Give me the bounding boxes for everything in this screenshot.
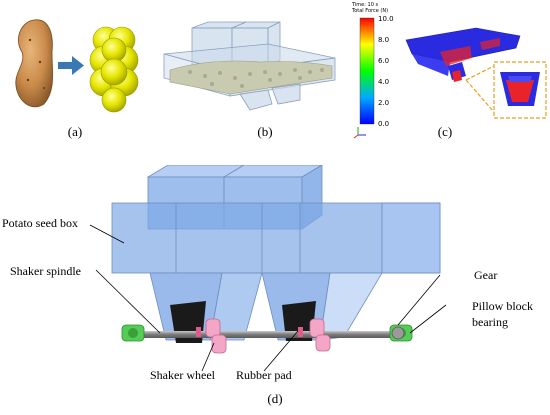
colour-scale-bar (359, 17, 375, 125)
caption-c: (c) (437, 124, 453, 139)
time-label: Time: 10 s (352, 2, 379, 8)
legend-title: Total Force (N) (352, 8, 389, 14)
label-shaker-wheel: Shaker wheel (150, 368, 215, 382)
scale-tick-2: 6.0 (378, 57, 390, 65)
shaker-wheel-2 (309, 318, 331, 352)
caption-a: (a) (67, 124, 83, 139)
scale-tick-1: 8.0 (378, 36, 390, 44)
zoom-callout (465, 61, 547, 119)
shaker-wheel-1 (205, 318, 227, 354)
panel-a: (a) (0, 0, 150, 150)
panel-c-graphic (353, 17, 547, 139)
gear-icon (391, 326, 405, 340)
real-potato (15, 19, 54, 108)
potato-seed-box (111, 164, 441, 343)
pillow-block-left (121, 324, 145, 342)
hoppers (239, 83, 301, 111)
scale-tick-5: 0.0 (378, 120, 390, 128)
transform-arrow-icon (58, 56, 84, 75)
panel-b-graphic (163, 21, 336, 111)
scale-tick-0: 10.0 (378, 15, 394, 23)
panel-c: Time: 10 s Total Force (N) 10.0 8.0 6.0 … (340, 0, 550, 150)
sim-box (405, 27, 521, 82)
multi-sphere-potato-model (89, 26, 139, 113)
scale-tick-4: 2.0 (378, 99, 390, 107)
panel-a-graphic (15, 19, 139, 113)
seeder-assembly-diagram (89, 164, 447, 372)
label-seed-box: Potato seed box (2, 216, 78, 230)
label-gear: Gear (474, 268, 498, 282)
shaker-spindle (126, 331, 408, 338)
rubber-pad (196, 327, 303, 337)
caption-d: (d) (267, 391, 283, 406)
label-rubber-pad: Rubber pad (236, 368, 292, 382)
panel-b: (b) (150, 0, 340, 150)
potato-pile (169, 60, 333, 95)
scale-tick-3: 4.0 (378, 78, 390, 86)
label-pillow-block: Pillow block bearing (472, 299, 534, 329)
caption-b: (b) (257, 124, 273, 139)
zoomed-hopper (500, 72, 540, 106)
axis-triad-icon (353, 127, 366, 139)
label-shaker-spindle: Shaker spindle (10, 264, 81, 278)
leader-lines (89, 224, 447, 372)
panel-d: Potato seed box Shaker spindle Shaker wh… (0, 164, 550, 410)
